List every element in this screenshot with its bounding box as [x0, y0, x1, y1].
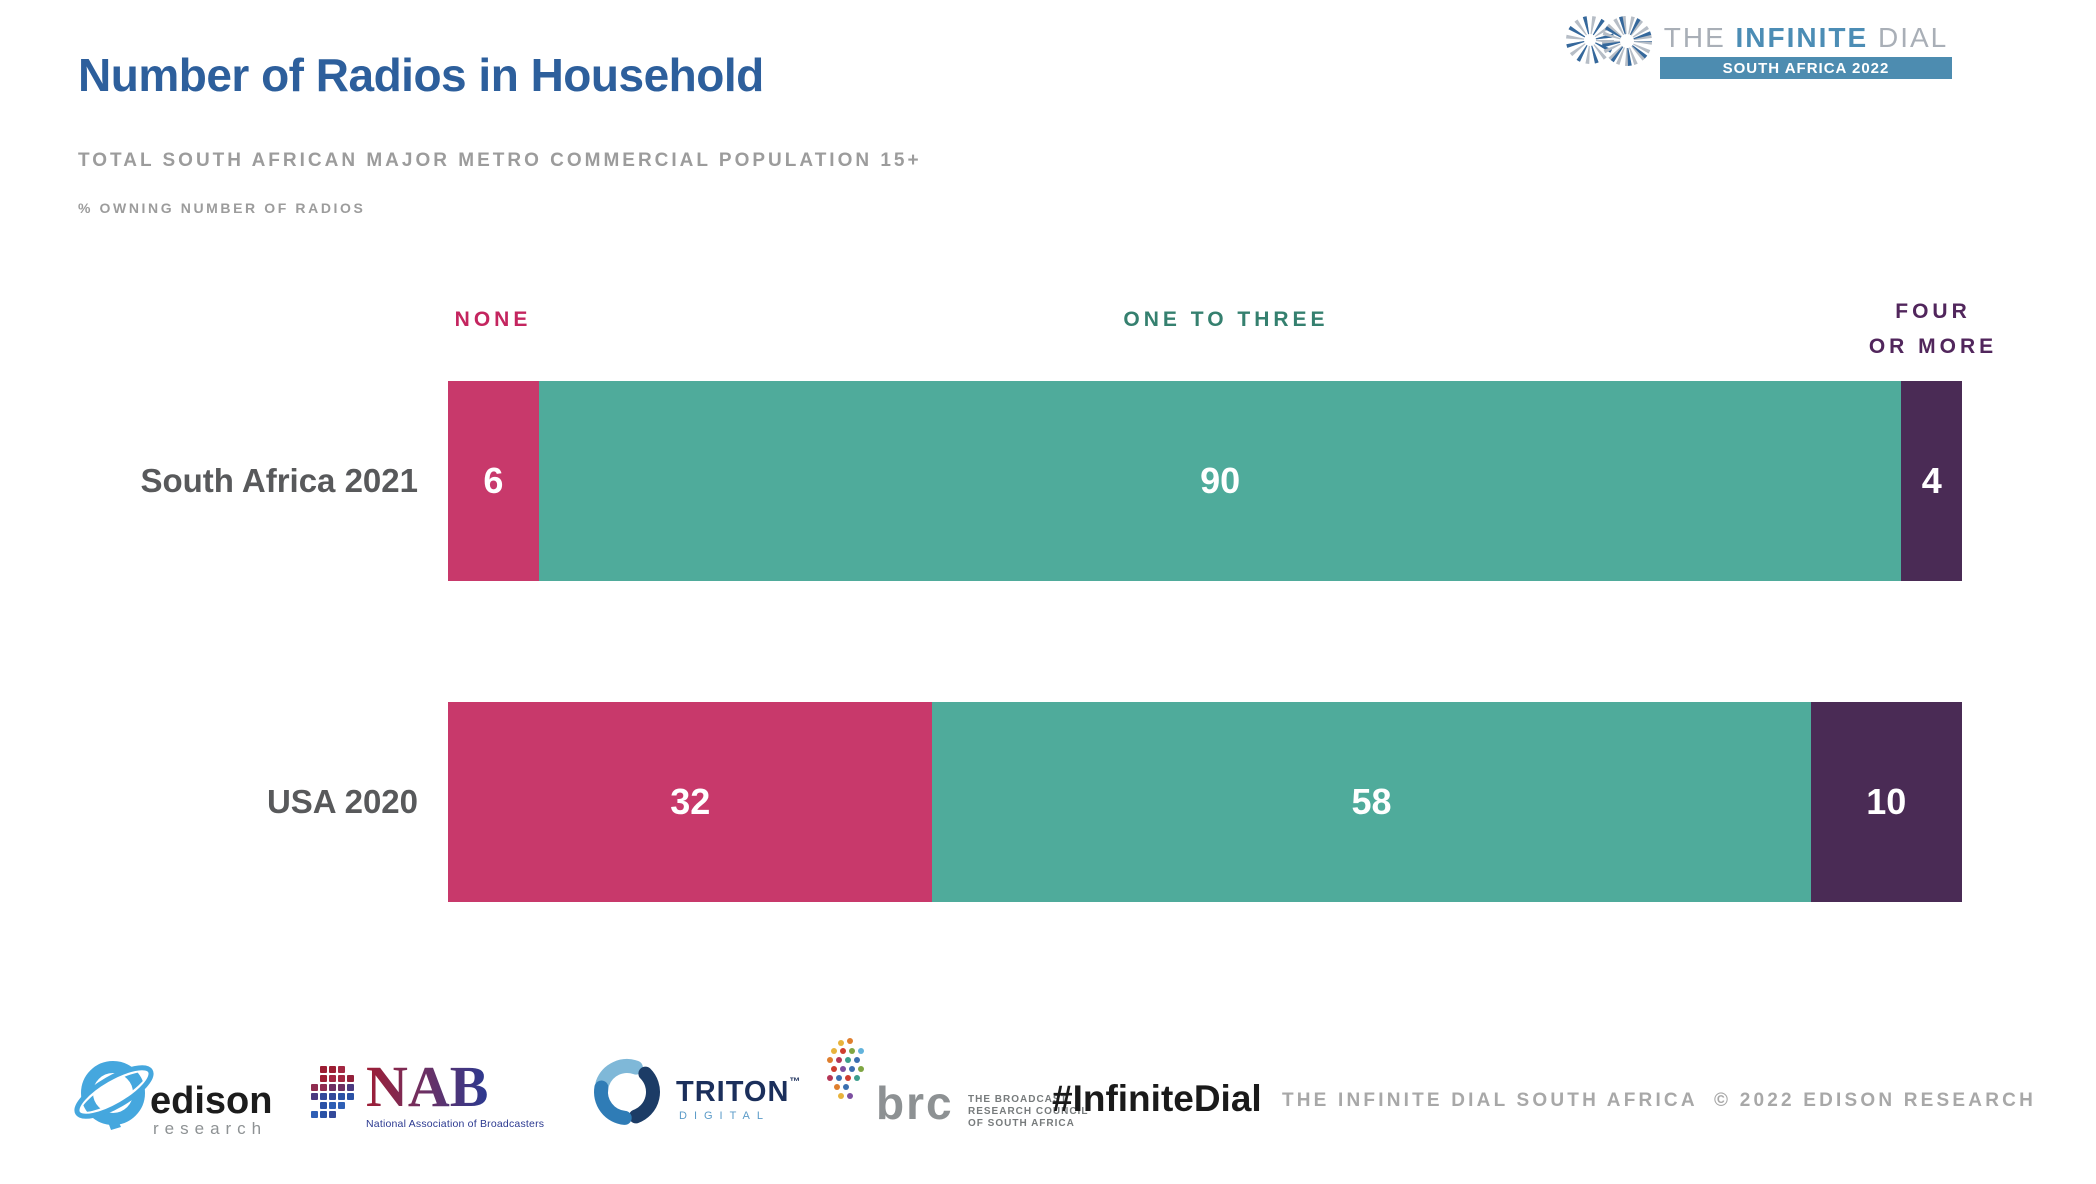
segment-none: 32 [448, 702, 933, 902]
segment-four-or-more: 10 [1810, 702, 1963, 902]
chart-unit-note: % OWNING NUMBER OF RADIOS [78, 200, 366, 216]
segment-none: 6 [448, 381, 539, 581]
logo-banner: SOUTH AFRICA 2022 [1660, 57, 1952, 79]
bar-row-south-africa-2021: South Africa 2021 6 90 4 [0, 381, 2096, 581]
segment-one-to-three: 58 [932, 702, 1811, 902]
logo-the: THE [1663, 22, 1736, 53]
value-label: 58 [1351, 781, 1392, 822]
brc-sub-line2: RESEARCH COUNCIL [968, 1106, 1089, 1117]
footer-copyright: THE INFINITE DIAL SOUTH AFRICA © 2022 ED… [1281, 1090, 2036, 1111]
value-label: 32 [670, 781, 711, 822]
value-label: 90 [1200, 460, 1241, 501]
nab-mosaic-icon [320, 1066, 327, 1073]
brc-wordmark: brc [876, 1077, 954, 1129]
brc-sub-line1: THE BROADCAST [968, 1094, 1068, 1105]
triton-trademark: ™ [789, 1076, 802, 1088]
legend-none: NONE [454, 308, 532, 331]
row-label: South Africa 2021 [140, 462, 418, 499]
edison-wordmark: edison [150, 1080, 273, 1122]
segment-four-or-more: 4 [1901, 381, 1962, 581]
legend-four-line2: OR MORE [1868, 335, 1998, 358]
triton-digital-icon [594, 1059, 660, 1125]
nab-subtitle: National Association of Broadcasters [366, 1118, 545, 1130]
bar-row-usa-2020: USA 2020 32 58 10 [0, 702, 2096, 902]
brc-dots-icon [838, 1040, 844, 1046]
stacked-bar: 32 58 10 [448, 702, 1963, 902]
stacked-bar: 6 90 4 [448, 381, 1962, 581]
nab-wordmark: NAB [366, 1054, 489, 1119]
brc-sub-line3: OF SOUTH AFRICA [968, 1118, 1075, 1129]
infinite-dial-infinity-icon [1566, 16, 1652, 66]
legend-four-line1: FOUR [1895, 300, 1971, 323]
infinite-dial-wordmark: THE INFINITE DIAL [1656, 22, 1956, 54]
hashtag-infinitedial: #InfiniteDial [1052, 1078, 1262, 1119]
value-label: 6 [483, 460, 504, 501]
brc-subtitle: THE BROADCAST RESEARCH COUNCIL OF SOUTH … [968, 1094, 1088, 1130]
value-label: 10 [1866, 781, 1907, 822]
logo-infinite: INFINITE [1735, 22, 1869, 53]
triton-digital-label: DIGITAL [679, 1110, 770, 1122]
edison-research-icon [74, 1061, 154, 1130]
row-label: USA 2020 [266, 783, 418, 820]
triton-wordmark: TRITON™ [676, 1076, 801, 1109]
edison-research-label: research [153, 1119, 268, 1138]
segment-one-to-three: 90 [538, 381, 1902, 581]
value-label: 4 [1921, 460, 1942, 501]
legend-four-or-more: FOUR OR MORE [1869, 294, 1997, 364]
triton-name-text: TRITON [676, 1076, 790, 1108]
chart-subtitle: TOTAL SOUTH AFRICAN MAJOR METRO COMMERCI… [78, 150, 922, 171]
page-title: Number of Radios in Household [78, 49, 764, 101]
legend-one-to-three: ONE TO THREE [1123, 308, 1329, 331]
logo-dial: DIAL [1868, 22, 1949, 53]
